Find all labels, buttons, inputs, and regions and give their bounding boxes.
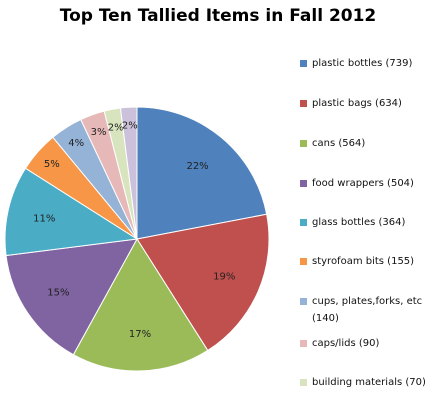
legend-label: food wrappers (504)	[312, 178, 414, 189]
legend-item: plastic bags (634)	[300, 95, 428, 112]
legend-swatch	[300, 379, 307, 386]
legend-label: cans (564)	[312, 138, 366, 149]
value-label: 22%	[186, 161, 208, 172]
pie-slice	[136, 213, 270, 352]
value-label: 4%	[68, 138, 84, 149]
legend-label: glass bottles (364)	[312, 217, 406, 228]
legend-label: building materials (70)	[312, 377, 426, 388]
value-label: 2%	[108, 122, 124, 133]
legend-swatch	[300, 140, 307, 147]
legend-label: plastic bottles (739)	[312, 58, 413, 69]
legend-swatch	[300, 219, 307, 226]
value-label: 19%	[213, 272, 235, 283]
chart-title: Top Ten Tallied Items in Fall 2012	[60, 6, 377, 26]
legend-label: caps/lids (90)	[312, 338, 380, 349]
legend-swatch	[300, 100, 307, 107]
value-label: 5%	[44, 159, 60, 170]
legend-item: glass bottles (364)	[300, 214, 428, 231]
legend-swatch	[300, 60, 307, 67]
value-label: 3%	[91, 127, 107, 138]
pie-slice	[136, 106, 268, 240]
pie-slice	[72, 238, 209, 372]
legend-item: plastic bottles (739)	[300, 55, 428, 72]
legend-item: cans (564)	[300, 135, 428, 152]
value-label: 11%	[33, 213, 55, 224]
legend-label: styrofoam bits (155)	[312, 256, 415, 267]
legend-item: styrofoam bits (155)	[300, 253, 428, 270]
legend-swatch	[300, 340, 307, 347]
legend-item: food wrappers (504)	[300, 175, 428, 192]
legend-label: cups, plates,forks, etc (140)	[312, 296, 423, 324]
value-label: 15%	[47, 287, 69, 298]
legend-item: cups, plates,forks, etc (140)	[300, 293, 428, 327]
value-label: 2%	[122, 121, 138, 132]
pie-slice	[4, 167, 139, 257]
pie-slice	[119, 106, 138, 240]
legend-swatch	[300, 180, 307, 187]
legend-swatch	[300, 258, 307, 265]
legend-swatch	[300, 298, 307, 305]
value-label: 17%	[129, 329, 151, 340]
legend-item: building materials (70)	[300, 374, 428, 391]
pie-slice	[5, 238, 138, 356]
legend-item: caps/lids (90)	[300, 335, 428, 352]
legend-label: plastic bags (634)	[312, 98, 402, 109]
